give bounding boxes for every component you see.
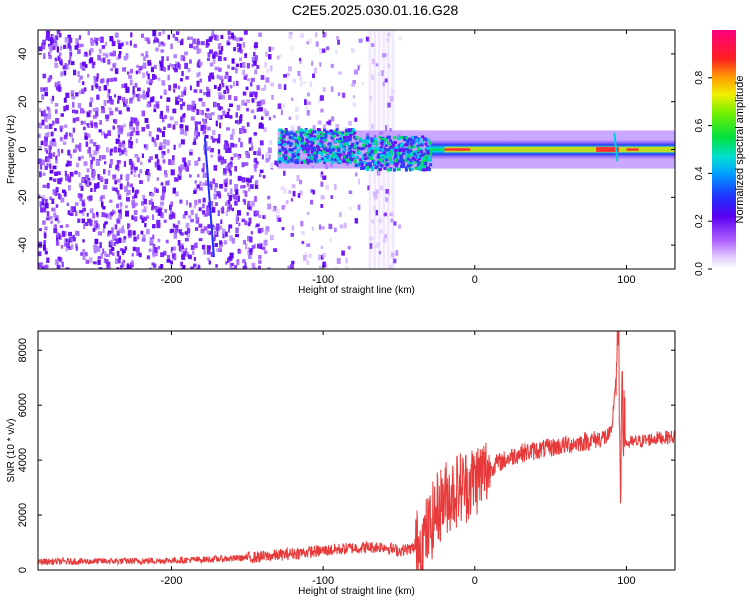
spectrogram-xtick-label: 0 (472, 274, 478, 286)
spectrogram-xtick-label: -100 (312, 274, 334, 286)
spectrogram-xtick-label: 100 (617, 274, 635, 286)
colorbar-axis: 0.0 0.2 0.4 0.6 0.8 Normalized spectral ampli… (694, 70, 746, 276)
snr-ytick-label: 0 (17, 567, 29, 573)
snr-plot-frame (37, 330, 676, 571)
snr-xtick-label: 100 (617, 575, 635, 587)
snr-ytick-label: 8000 (17, 338, 29, 362)
spectrogram-heatmap (38, 30, 675, 269)
snr-ylabel: SNR (10 * v/v) (6, 419, 17, 483)
spectrogram-ytick-label: -20 (17, 189, 29, 205)
colorbar-tick-label: 0.2 (694, 214, 705, 228)
snr-ytick-label: 2000 (17, 503, 29, 527)
colorbar-tick-label: 0.8 (694, 70, 705, 84)
snr-xtick-label: -100 (312, 575, 334, 587)
colorbar-label: Normalized spectral amplitude (734, 76, 746, 224)
spectrogram-ylabel: Frequency (Hz) (6, 115, 17, 184)
spectrogram-ytick-label: -40 (17, 237, 29, 253)
snr-series-line (38, 331, 675, 570)
spectrogram-ytick-label: 20 (17, 96, 29, 108)
snr-ytick-label: 6000 (17, 393, 29, 417)
snr-xlabel: Height of straight line (km) (298, 586, 415, 597)
spectrogram-ytick-label: 40 (17, 48, 29, 60)
colorbar-tick-label: 0.6 (694, 118, 705, 132)
snr-xtick-label: -200 (160, 575, 182, 587)
snr-ytick-label: 4000 (17, 448, 29, 472)
chart-title: C2E5.2025.030.01.16.G28 (291, 2, 459, 18)
spectrogram-ytick-label: 0 (17, 146, 29, 152)
snr-line-area (38, 331, 675, 570)
spectrogram-xtick-label: -200 (160, 274, 182, 286)
colorbar-tick-label: 0.4 (694, 166, 705, 180)
colorbar-tick-label: 0.0 (694, 262, 705, 276)
colorbar (712, 30, 736, 269)
spectrogram-xlabel: Height of straight line (km) (298, 285, 415, 296)
snr-xtick-label: 0 (472, 575, 478, 587)
